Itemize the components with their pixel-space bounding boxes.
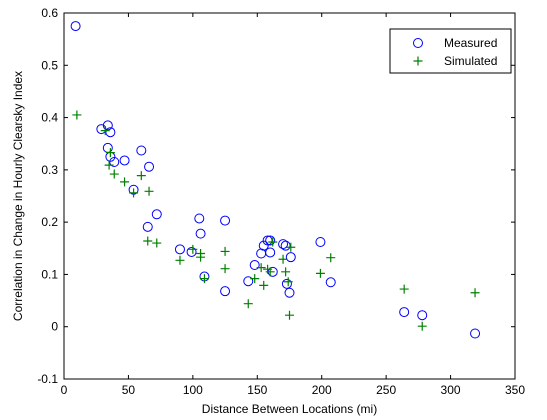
measured-point xyxy=(243,276,254,287)
measured-point xyxy=(105,127,116,138)
simulated-point xyxy=(199,274,209,284)
simulated-point xyxy=(268,237,278,247)
y-axis-label: Correlation in Change in Hourly Clearsky… xyxy=(11,71,25,321)
x-tick-label: 0 xyxy=(61,383,68,397)
measured-point xyxy=(265,247,276,258)
x-tick-label: 300 xyxy=(441,383,461,397)
simulated-point xyxy=(104,160,114,170)
legend-measured-marker xyxy=(413,38,423,48)
simulated-point xyxy=(72,110,82,120)
simulated-point xyxy=(285,310,294,320)
y-tick-label: 0.6 xyxy=(41,6,58,20)
measured-point xyxy=(249,260,260,271)
simulated-point xyxy=(129,188,139,198)
simulated-point xyxy=(144,186,154,196)
x-tick-label: 200 xyxy=(312,383,332,397)
simulated-point xyxy=(326,253,336,263)
x-tick-label: 250 xyxy=(376,383,396,397)
simulated-point xyxy=(136,171,146,181)
y-tick-label: 0.5 xyxy=(41,58,58,72)
measured-point xyxy=(265,235,276,246)
measured-point xyxy=(70,21,81,32)
y-tick-label: 0.1 xyxy=(41,267,58,281)
simulated-point xyxy=(196,252,206,262)
y-tick-label: 0.3 xyxy=(41,163,58,177)
legend-simulated-marker xyxy=(413,56,423,66)
x-tick-label: 50 xyxy=(122,383,136,397)
measured-point xyxy=(119,155,130,166)
measured-point xyxy=(417,310,428,321)
simulated-point xyxy=(265,267,275,277)
simulated-point xyxy=(175,255,185,265)
measured-point xyxy=(136,145,147,156)
simulated-point xyxy=(286,242,296,252)
measured-point xyxy=(220,215,231,226)
simulated-point xyxy=(250,274,260,284)
measured-point xyxy=(278,239,289,250)
measured-point xyxy=(194,213,205,224)
y-tick-label: 0.4 xyxy=(41,111,58,125)
legend: Measured Simulated xyxy=(389,28,512,74)
data-marks xyxy=(70,21,481,339)
simulated-point xyxy=(152,238,162,248)
legend-box xyxy=(389,28,512,74)
measured-point xyxy=(280,240,291,251)
measured-point xyxy=(142,221,153,232)
simulated-point xyxy=(315,268,325,278)
measured-point xyxy=(96,124,107,135)
simulated-point xyxy=(105,148,115,158)
x-tick-label: 350 xyxy=(505,383,525,397)
axis-ticks: 0 50 100 150 200 250 300 350-0.100.10.20.30.40.… xyxy=(37,6,525,397)
measured-point xyxy=(186,246,197,257)
legend-simulated-label: Simulated xyxy=(444,54,497,68)
simulated-point xyxy=(188,244,198,254)
simulated-point xyxy=(281,267,291,277)
measured-point xyxy=(262,235,273,246)
y-tick-label: 0.2 xyxy=(41,215,58,229)
measured-point xyxy=(281,278,292,289)
measured-point xyxy=(109,157,120,168)
measured-point xyxy=(144,161,155,172)
simulated-point xyxy=(417,321,427,331)
measured-point xyxy=(258,240,269,251)
simulated-point xyxy=(109,169,119,179)
measured-point xyxy=(399,307,410,318)
simulated-point xyxy=(259,280,269,290)
y-tick-label: 0 xyxy=(51,320,58,334)
simulated-point xyxy=(120,177,130,187)
measured-point xyxy=(325,277,336,288)
simulated-point xyxy=(256,263,266,273)
measured-point xyxy=(220,286,231,297)
simulated-point xyxy=(470,288,480,298)
y-tick-label: -0.1 xyxy=(37,372,58,386)
simulated-point xyxy=(143,236,153,246)
x-tick-label: 100 xyxy=(183,383,203,397)
measured-point xyxy=(284,287,295,298)
simulated-point xyxy=(220,264,230,274)
measured-point xyxy=(285,252,296,263)
simulated-point xyxy=(100,126,110,136)
simulated-point xyxy=(283,277,293,287)
measured-point xyxy=(151,209,162,220)
simulated-point xyxy=(399,284,409,294)
x-axis-label: Distance Between Locations (mi) xyxy=(202,402,377,416)
simulated-point xyxy=(220,246,230,256)
simulated-point xyxy=(243,299,253,309)
measured-point xyxy=(315,237,326,248)
legend-measured-label: Measured xyxy=(444,36,497,50)
simulated-point xyxy=(278,254,288,264)
measured-point xyxy=(470,328,481,339)
x-tick-label: 150 xyxy=(247,383,267,397)
measured-point xyxy=(195,228,206,239)
measured-point xyxy=(174,244,185,255)
measured-point xyxy=(102,120,113,131)
